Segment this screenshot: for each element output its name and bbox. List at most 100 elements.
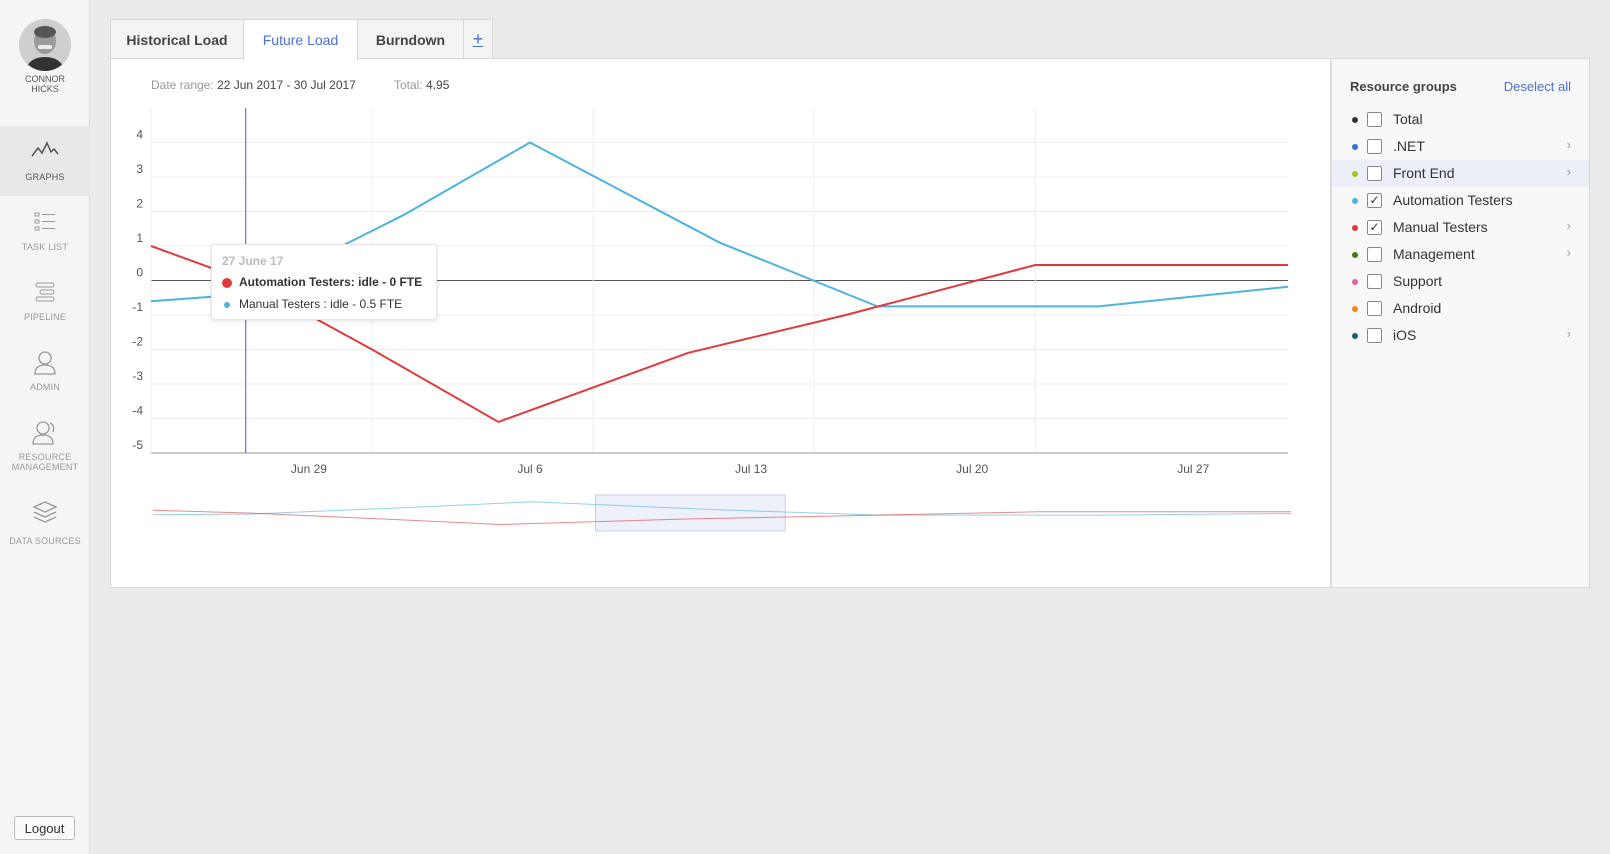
group-color-dot (1352, 306, 1358, 312)
group-checkbox[interactable] (1367, 166, 1382, 181)
tooltip-row-2-text: Manual Testers : idle - 0.5 FTE (239, 297, 403, 311)
chevron-right-icon[interactable]: › (1566, 326, 1571, 341)
nav-task-list[interactable]: TASK LIST (0, 196, 90, 266)
group-color-dot (1352, 117, 1358, 123)
total-summary: Total: 4.95 (394, 78, 449, 92)
user-first-name: CONNOR (25, 74, 65, 84)
pipeline-icon (35, 282, 55, 302)
y-axis: 4 3 2 1 0 -1 -2 -3 -4 -5 (132, 128, 143, 453)
user-avatar[interactable] (19, 19, 71, 71)
group-checkbox[interactable] (1367, 301, 1382, 316)
navigator-selection (595, 494, 786, 532)
add-tab-button[interactable]: + (463, 19, 493, 59)
group-checkbox[interactable] (1367, 328, 1382, 343)
nav-resource-management[interactable]: RESOURCE MANAGEMENT (0, 406, 90, 482)
nav-admin[interactable]: ADMIN (0, 336, 90, 406)
user-name: CONNOR HICKS (0, 74, 90, 94)
group-label: Support (1393, 273, 1443, 289)
group-color-dot (1352, 279, 1358, 285)
resource-group-row[interactable]: ✓ Automation Testers (1332, 187, 1589, 214)
group-color-dot (1352, 333, 1358, 339)
nav-pipeline-label: PIPELINE (23, 312, 67, 322)
group-label: iOS (1393, 327, 1417, 343)
group-label: .NET (1393, 138, 1425, 154)
tooltip-row-2: Manual Testers : idle - 0.5 FTE (222, 297, 402, 311)
resource-group-row[interactable]: Total (1332, 106, 1589, 133)
group-checkbox[interactable]: ✓ (1367, 193, 1382, 208)
y-tick-label: 2 (136, 197, 143, 211)
x-axis: Jun 29 Jul 6 Jul 13 Jul 20 Jul 27 (291, 462, 1210, 476)
tab-burndown[interactable]: Burndown (357, 19, 464, 59)
tab-historical-load[interactable]: Historical Load (110, 19, 244, 59)
resource-group-row[interactable]: Management › (1332, 241, 1589, 268)
task-list-icon (34, 212, 55, 231)
resource-group-row[interactable]: Android (1332, 295, 1589, 322)
x-tick-label: Jun 29 (291, 462, 327, 476)
group-label: Front End (1393, 165, 1455, 181)
chart-panel: Date range: 22 Jun 2017 - 30 Jul 2017 To… (110, 58, 1331, 588)
group-checkbox[interactable] (1367, 112, 1382, 127)
logout-button[interactable]: Logout (14, 816, 75, 840)
resource-management-icon (32, 421, 55, 445)
date-range-label: Date range: (151, 78, 214, 92)
group-color-dot (1352, 171, 1358, 177)
date-range: Date range: 22 Jun 2017 - 30 Jul 2017 (151, 78, 356, 92)
tooltip-dot-blue (224, 301, 230, 308)
group-color-dot (1352, 252, 1358, 258)
tab-future-load[interactable]: Future Load (243, 19, 358, 60)
group-checkbox[interactable] (1367, 247, 1382, 262)
y-tick-label: -5 (132, 438, 143, 452)
group-color-dot (1352, 225, 1358, 231)
navigator-line (152, 509, 1291, 525)
group-checkbox[interactable] (1367, 274, 1382, 289)
resource-group-row[interactable]: .NET › (1332, 133, 1589, 160)
y-tick-label: 4 (136, 128, 143, 142)
chart-tooltip: 27 June 17 Automation Testers: idle - 0 … (211, 244, 437, 320)
group-label: Android (1393, 300, 1442, 316)
group-color-dot (1352, 144, 1358, 150)
group-label: Total (1393, 111, 1423, 127)
x-tick-label: Jul 27 (1177, 462, 1209, 476)
nav-pipeline[interactable]: PIPELINE (0, 266, 90, 336)
nav-data-sources-label: DATA SOURCES (9, 536, 81, 546)
resource-group-row[interactable]: ✓ Manual Testers › (1332, 214, 1589, 241)
x-tick-label: Jul 20 (956, 462, 988, 476)
tooltip-dot-red (222, 277, 232, 288)
y-tick-label: -4 (132, 404, 143, 418)
nav-task-list-label: TASK LIST (21, 242, 69, 252)
y-tick-label: -2 (132, 335, 143, 349)
group-color-dot (1352, 198, 1358, 204)
date-range-value: 22 Jun 2017 - 30 Jul 2017 (217, 78, 356, 92)
nav-graphs[interactable]: GRAPHS (0, 126, 90, 196)
avatar-image (19, 19, 71, 71)
nav-admin-label: ADMIN (30, 382, 60, 392)
deselect-all-link[interactable]: Deselect all (1503, 79, 1571, 94)
chevron-right-icon[interactable]: › (1566, 164, 1571, 179)
chevron-right-icon[interactable]: › (1566, 218, 1571, 233)
x-tick-label: Jul 13 (735, 462, 767, 476)
resource-groups-title: Resource groups (1350, 79, 1457, 94)
y-tick-label: 3 (136, 162, 143, 176)
nav-management-label: MANAGEMENT (11, 462, 79, 472)
y-tick-label: 0 (136, 266, 143, 280)
resource-group-row[interactable]: Support (1332, 268, 1589, 295)
tooltip-row-1: Automation Testers: idle - 0 FTE (222, 275, 422, 289)
x-tick-label: Jul 6 (517, 462, 543, 476)
resource-group-row[interactable]: Front End › (1332, 160, 1589, 187)
user-last-name: HICKS (31, 84, 59, 94)
resource-group-row[interactable]: iOS › (1332, 322, 1589, 349)
nav-data-sources[interactable]: DATA SOURCES (0, 486, 90, 556)
y-tick-label: -3 (132, 369, 143, 383)
tooltip-row-1-text: Automation Testers: idle - 0 FTE (239, 275, 423, 289)
group-checkbox[interactable]: ✓ (1367, 220, 1382, 235)
admin-icon (34, 351, 56, 375)
graphs-icon (31, 141, 59, 157)
navigator-line (152, 501, 1292, 516)
chart-navigator (152, 494, 1292, 532)
chevron-right-icon[interactable]: › (1566, 137, 1571, 152)
group-checkbox[interactable] (1367, 139, 1382, 154)
tooltip-date: 27 June 17 (222, 254, 284, 268)
chevron-right-icon[interactable]: › (1566, 245, 1571, 260)
group-label: Automation Testers (1393, 192, 1513, 208)
